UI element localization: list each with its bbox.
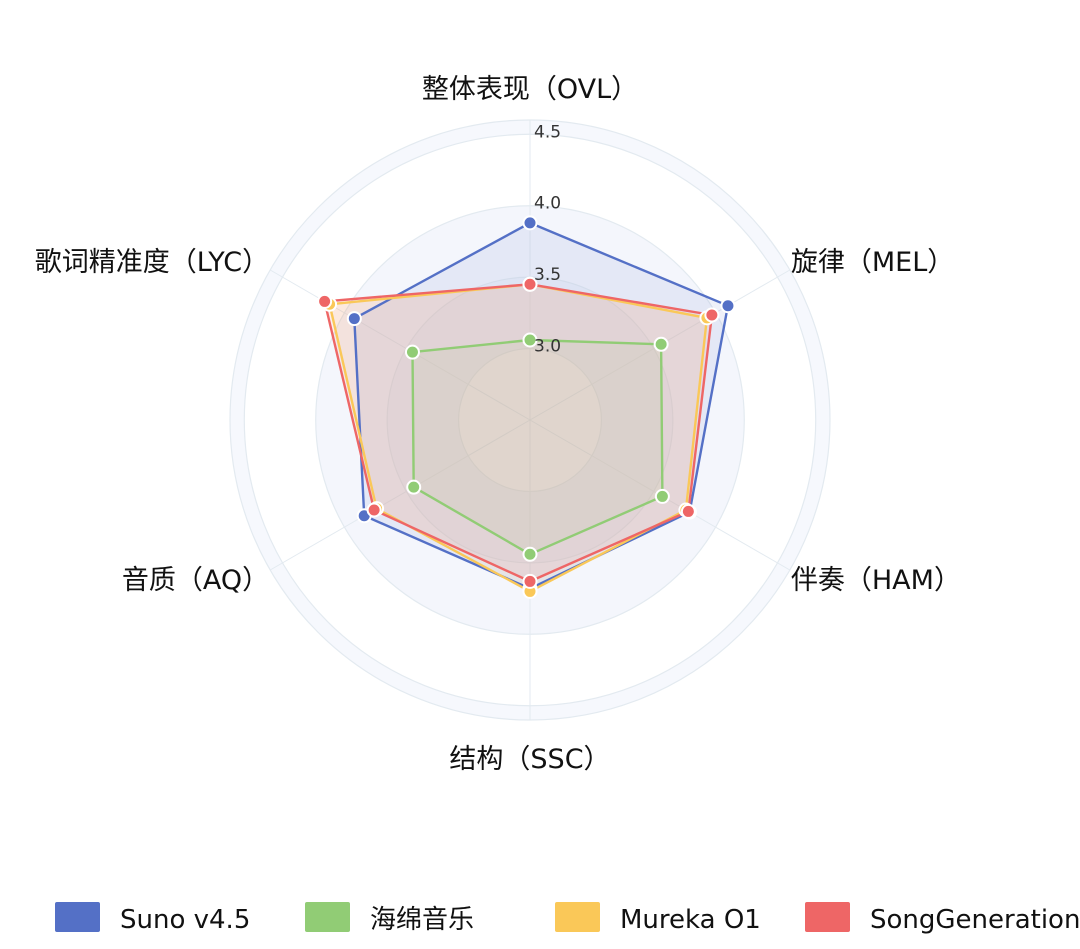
legend-label: 海绵音乐: [370, 905, 474, 935]
data-point-suno-v4-5: [346, 311, 362, 327]
axis-label: 音质（AQ）: [122, 565, 269, 596]
data-point-suno-v4-5: [522, 215, 538, 231]
series-area-item: [412, 340, 663, 555]
series-area-mureka-o1: [329, 284, 707, 592]
series-area-songgeneration: [324, 284, 712, 582]
data-point-songgeneration: [680, 503, 696, 519]
series-area-suno-v4-5: [354, 222, 728, 589]
tick-label: 4.0: [534, 194, 561, 214]
data-point-item: [404, 344, 420, 360]
data-point-songgeneration: [704, 307, 720, 323]
legend-label: SongGeneration: [870, 905, 1080, 935]
data-point-item: [406, 479, 422, 495]
axis-label: 旋律（MEL）: [791, 247, 954, 278]
data-point-songgeneration: [366, 502, 382, 518]
legend-swatch-item: [305, 902, 350, 932]
spoke-line: [269, 419, 531, 571]
axis-label: 整体表现（OVL）: [422, 74, 638, 105]
tick-label: 3.5: [534, 265, 561, 285]
axis-label: 结构（SSC）: [449, 744, 610, 775]
axis-label: 歌词精准度（LYC）: [35, 247, 269, 278]
legend-label: Mureka O1: [620, 905, 761, 935]
legend-label: Suno v4.5: [120, 905, 250, 935]
data-point-item: [522, 332, 538, 348]
tick-label: 4.5: [534, 122, 561, 142]
data-point-item: [654, 488, 670, 504]
data-point-songgeneration: [317, 293, 333, 309]
data-point-suno-v4-5: [720, 298, 736, 314]
spoke-line: [269, 269, 531, 421]
series-points: [317, 215, 736, 599]
legend-swatch-suno-v4-5: [55, 902, 100, 932]
legend-swatch-songgeneration: [805, 902, 850, 932]
tick-label: 3.0: [534, 337, 561, 357]
legend: Suno v4.5 海绵音乐 Mureka O1 SongGeneration: [55, 902, 1080, 935]
axis-labels: 整体表现（OVL） 旋律（MEL） 伴奏（HAM） 结构（SSC） 音质（AQ） 歌词精准…: [35, 74, 961, 775]
data-point-songgeneration: [522, 573, 538, 589]
radial-tick-labels: 3.0 3.5 4.0 4.5: [534, 122, 561, 356]
axis-label: 伴奏（HAM）: [791, 565, 961, 596]
data-point-songgeneration: [522, 276, 538, 292]
series-areas: [324, 222, 728, 592]
data-point-item: [522, 546, 538, 562]
legend-swatch-mureka-o1: [555, 902, 600, 932]
data-point-item: [653, 336, 669, 352]
